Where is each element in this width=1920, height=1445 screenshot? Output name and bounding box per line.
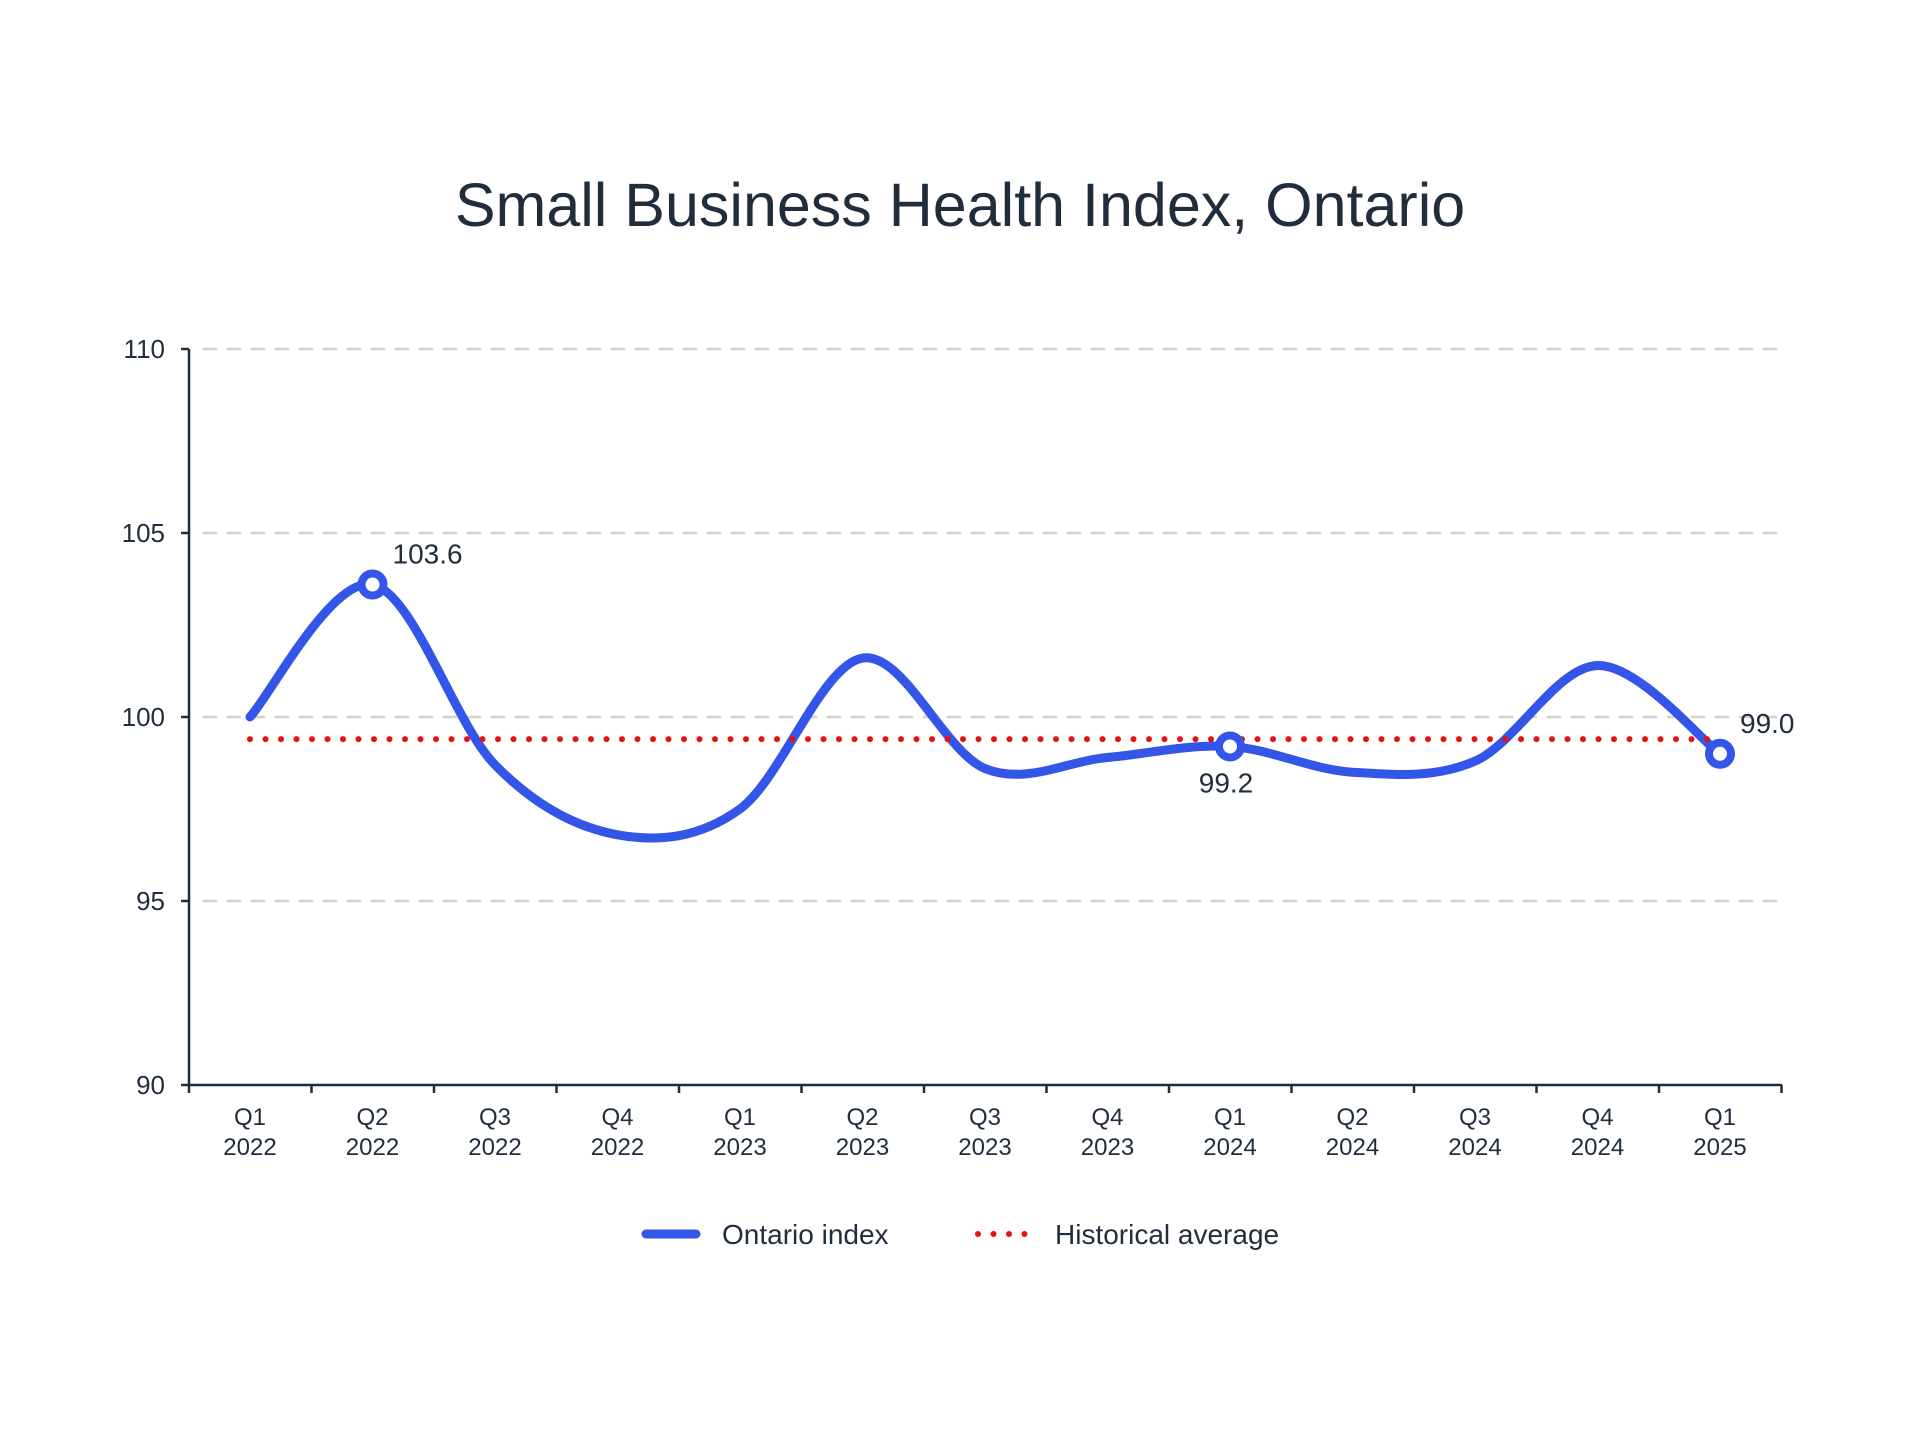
y-tick-label: 95 [136, 886, 165, 916]
x-tick-label: Q3 [479, 1104, 511, 1131]
x-tick-label: 2023 [958, 1134, 1011, 1161]
data-point-marker [1215, 731, 1245, 762]
ontario-index-line [245, 579, 1725, 843]
x-tick-label: 2024 [1448, 1134, 1501, 1161]
data-label: 103.6 [393, 539, 463, 570]
y-tick-label: 100 [122, 702, 165, 732]
x-tick-label: Q2 [356, 1104, 388, 1131]
x-tick-label: 2024 [1203, 1134, 1256, 1161]
data-label: 99.0 [1740, 708, 1795, 739]
x-tick-label: Q1 [234, 1104, 266, 1131]
x-tick-label: 2025 [1693, 1134, 1746, 1161]
x-tick-label: Q4 [601, 1104, 633, 1131]
x-tick-label: 2024 [1326, 1134, 1379, 1161]
y-tick-label: 90 [136, 1070, 165, 1100]
x-tick-label: Q1 [724, 1104, 756, 1131]
data-label: 99.2 [1199, 767, 1254, 798]
x-tick-label: 2023 [713, 1134, 766, 1161]
y-tick-label: 110 [124, 334, 165, 364]
y-tick-label: 105 [122, 518, 165, 548]
x-tick-label: 2023 [836, 1134, 889, 1161]
x-tick-label: Q1 [1704, 1104, 1736, 1131]
x-tick-label: Q1 [1214, 1104, 1246, 1131]
x-tick-label: 2022 [223, 1134, 276, 1161]
x-tick-label: 2024 [1571, 1134, 1624, 1161]
x-tick-label: Q3 [969, 1104, 1001, 1131]
x-tick-label: Q2 [1336, 1104, 1368, 1131]
x-tick-label: 2022 [468, 1134, 521, 1161]
x-tick-label: 2022 [346, 1134, 399, 1161]
x-tick-label: Q3 [1459, 1104, 1491, 1131]
x-tick-label: Q4 [1581, 1104, 1613, 1131]
x-tick-label: 2022 [591, 1134, 644, 1161]
x-tick-label: 2023 [1081, 1134, 1134, 1161]
data-point-marker [1705, 738, 1735, 769]
x-tick-label: Q2 [846, 1104, 878, 1131]
legend-label-ontario-index: Ontario index [722, 1219, 889, 1250]
x-tick-label: Q4 [1091, 1104, 1123, 1131]
chart-title: Small Business Health Index, Ontario [455, 171, 1465, 239]
data-point-marker [357, 569, 388, 600]
legend-label-historical-average: Historical average [1055, 1219, 1279, 1250]
